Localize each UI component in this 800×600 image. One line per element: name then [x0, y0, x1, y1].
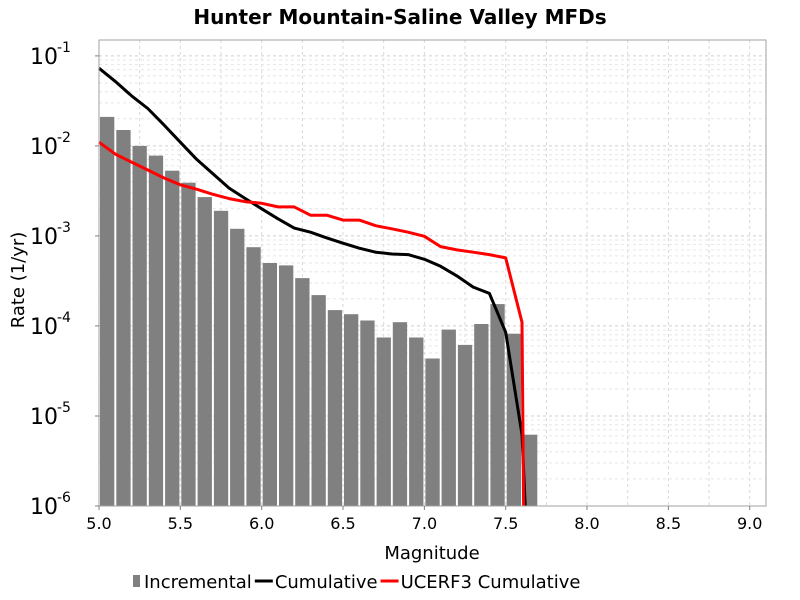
y-tick-exponent: -4 [57, 310, 71, 326]
y-axis-label: Rate (1/yr) [8, 232, 29, 329]
bar [279, 265, 294, 506]
bar [165, 170, 180, 506]
bar [100, 116, 115, 507]
y-tick-label: 10 [30, 315, 58, 340]
y-axis-ticks: 10-110-210-310-410-510-6 [30, 40, 99, 520]
y-tick-exponent: -3 [57, 220, 71, 236]
bar [295, 278, 310, 506]
bar [148, 155, 164, 506]
x-tick-label: 8.0 [574, 514, 599, 533]
y-tick-label: 10 [30, 45, 58, 70]
legend-label: Incremental [144, 572, 252, 593]
x-tick-label: 7.5 [493, 514, 518, 533]
y-tick-label: 10 [30, 495, 58, 520]
x-tick-label: 7.0 [412, 514, 437, 533]
x-tick-label: 5.0 [86, 514, 111, 533]
y-tick-exponent: -6 [57, 490, 71, 506]
x-tick-label: 6.5 [330, 514, 355, 533]
bar [490, 304, 505, 506]
bar [262, 263, 277, 506]
bar [213, 210, 229, 507]
bar [181, 182, 196, 506]
bar [230, 228, 245, 507]
bar [474, 324, 489, 506]
series-line [98, 140, 526, 507]
x-tick-label: 9.0 [737, 514, 762, 533]
y-tick-exponent: -2 [57, 130, 71, 146]
bar [441, 329, 456, 506]
bar [132, 145, 147, 506]
bar [392, 322, 408, 506]
cumulative-lines [98, 67, 527, 507]
bar [409, 337, 424, 506]
incremental-bars [100, 116, 538, 507]
bar [506, 333, 521, 506]
bar [457, 344, 473, 506]
bar [246, 247, 261, 506]
y-tick-label: 10 [30, 135, 58, 160]
y-tick-exponent: -5 [57, 400, 71, 416]
series-line [98, 67, 527, 507]
y-tick-label: 10 [30, 225, 58, 250]
x-axis-label: Magnitude [384, 543, 479, 564]
bar [197, 197, 212, 506]
bar [344, 314, 359, 506]
bar [360, 320, 375, 506]
x-tick-label: 5.5 [168, 514, 193, 533]
y-tick-exponent: -1 [57, 40, 71, 56]
chart-title: Hunter Mountain-Saline Valley MFDs [193, 5, 606, 29]
bar [523, 434, 538, 506]
legend-label: Cumulative [275, 572, 378, 593]
legend-label: UCERF3 Cumulative [401, 572, 581, 593]
y-tick-label: 10 [30, 405, 58, 430]
x-axis-ticks: 5.0 5.5 6.0 6.5 7.0 7.5 8.0 8.5 9.0 [86, 506, 762, 533]
bar [311, 295, 326, 506]
bar [327, 310, 343, 506]
bar [376, 337, 391, 506]
legend-swatch-bar [133, 575, 140, 587]
bar [425, 358, 440, 506]
x-tick-label: 6.0 [249, 514, 274, 533]
x-tick-label: 8.5 [656, 514, 681, 533]
plot-frame [98, 39, 767, 507]
bar [116, 130, 131, 506]
legend: Incremental Cumulative UCERF3 Cumulative [133, 572, 580, 593]
